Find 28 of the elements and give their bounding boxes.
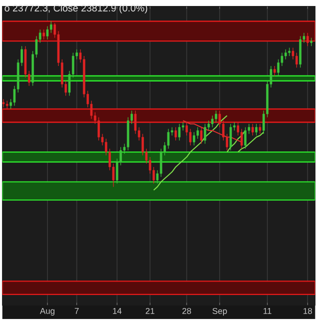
candlestick (230, 124, 232, 151)
candlestick (215, 110, 218, 123)
x-tick-label: 7 (74, 308, 79, 314)
x-tick-label: Aug (40, 308, 55, 316)
candlestick (284, 49, 287, 60)
x-tick-label: 11 (264, 308, 272, 314)
chart-title: o 23772.3, Close 23812.9 (0.0%) (4, 4, 148, 14)
x-tick-label: 28 (182, 308, 192, 314)
candlestick (178, 124, 181, 141)
candlestick (167, 128, 170, 150)
candlestick (211, 115, 214, 128)
candlestick (174, 126, 178, 141)
x-tick-label: 14 (113, 308, 122, 314)
x-tick-label: 21 (146, 308, 154, 314)
x-tick-label: Sep (212, 308, 228, 316)
candlestick (204, 124, 206, 144)
candlestick (274, 66, 276, 76)
x-tick-label: 18 (304, 308, 312, 314)
candlestick (46, 26, 49, 40)
candlestick (193, 132, 196, 146)
candlestick (189, 128, 192, 146)
candlestick (196, 126, 200, 140)
candlestick (277, 59, 280, 76)
candlestick (244, 126, 247, 150)
candlestick (50, 20, 52, 34)
candlestick (160, 148, 162, 178)
candlestick (296, 52, 298, 68)
candlestick (255, 124, 258, 136)
